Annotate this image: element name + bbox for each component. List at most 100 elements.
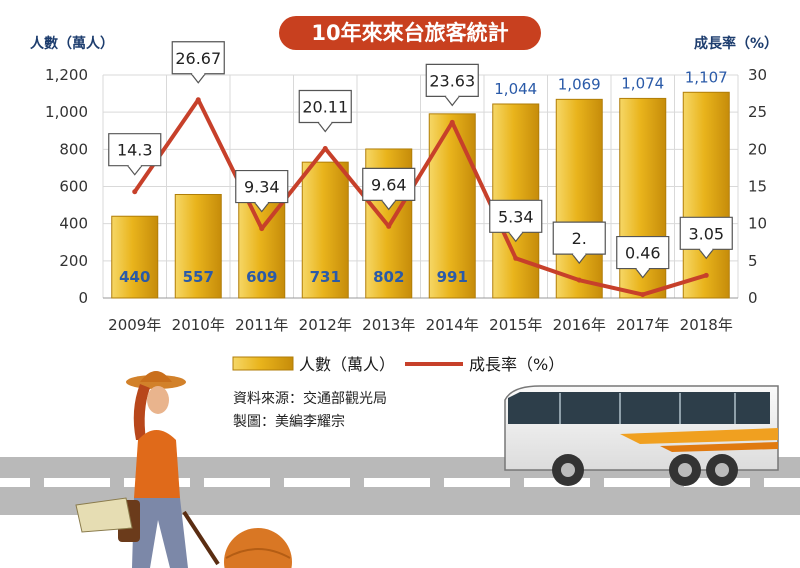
bar-value-label: 557 bbox=[183, 268, 214, 286]
x-tick-label: 2009年 bbox=[108, 316, 161, 334]
rate-value-label: 5.34 bbox=[498, 207, 534, 226]
callout-box bbox=[679, 216, 733, 250]
bar-value-label: 1,069 bbox=[558, 75, 601, 93]
callout-box bbox=[362, 167, 416, 201]
rate-value-label: 3.05 bbox=[688, 224, 724, 243]
y-left-tick-label: 1,000 bbox=[45, 103, 88, 121]
legend-bar-label: 人數（萬人） bbox=[299, 355, 395, 374]
rate-callout: 23.63 bbox=[425, 63, 479, 107]
credit-note: 製圖：美編李耀宗 bbox=[233, 414, 345, 430]
bar bbox=[301, 161, 349, 299]
rate-value-label: 20.11 bbox=[302, 98, 348, 117]
y-axis-right-ticks: 0 5 10 15 20 25 30 bbox=[748, 66, 767, 307]
source-note: 資料來源：交通部觀光局 bbox=[233, 390, 387, 407]
x-tick-label: 2015年 bbox=[489, 316, 542, 334]
y-axis-right-label: 成長率（%） bbox=[694, 35, 778, 52]
rate-callouts: 14.3 26.67 9.34 20.11 9.64 23.63 5.34 2. 0.46 3.0… bbox=[108, 41, 733, 279]
rate-point bbox=[576, 277, 582, 283]
rate-point bbox=[259, 226, 265, 232]
y-right-tick-label: 15 bbox=[748, 178, 767, 196]
rate-point bbox=[386, 223, 392, 229]
rate-point bbox=[703, 272, 709, 278]
callout-pointer bbox=[635, 268, 651, 279]
rate-point bbox=[640, 292, 646, 298]
rate-callout: 3.05 bbox=[679, 216, 733, 260]
rate-callout: 9.34 bbox=[235, 169, 289, 213]
y-axis-left-label: 人數（萬人） bbox=[30, 35, 114, 52]
callout-pointer bbox=[698, 248, 714, 260]
bar-series bbox=[111, 91, 730, 299]
x-axis-ticks: 2009年 2010年 2011年 2012年 2013年 2014年 2015年 2016年… bbox=[108, 316, 733, 334]
y-left-tick-label: 400 bbox=[59, 215, 88, 233]
bar bbox=[428, 113, 476, 299]
rate-point bbox=[195, 97, 201, 103]
rate-value-label: 14.3 bbox=[117, 141, 153, 160]
legend: 人數（萬人） 成長率（%） bbox=[232, 355, 564, 374]
callout-box bbox=[425, 63, 479, 97]
callout-box bbox=[171, 41, 225, 75]
bar bbox=[555, 98, 603, 299]
rate-value-label: 9.64 bbox=[371, 175, 407, 194]
callout-box bbox=[489, 199, 543, 233]
bar bbox=[682, 91, 730, 299]
y-right-tick-label: 30 bbox=[748, 66, 767, 84]
rate-value-label: 9.34 bbox=[244, 178, 280, 197]
rate-callout: 20.11 bbox=[298, 89, 352, 133]
bar-value-label: 1,107 bbox=[685, 68, 728, 86]
y-left-tick-label: 0 bbox=[78, 289, 88, 307]
callout-pointer bbox=[254, 202, 270, 213]
legend-bar-swatch bbox=[232, 356, 294, 371]
bar-value-label: 991 bbox=[437, 268, 468, 286]
rate-callout: 26.67 bbox=[171, 41, 225, 84]
callout-pointer bbox=[190, 73, 206, 84]
x-tick-label: 2010年 bbox=[172, 316, 225, 334]
x-tick-label: 2017年 bbox=[616, 316, 669, 334]
y-right-tick-label: 25 bbox=[748, 103, 767, 121]
bar-value-label: 1,074 bbox=[621, 74, 664, 92]
bus-illustration bbox=[504, 385, 779, 486]
y-right-tick-label: 5 bbox=[748, 252, 758, 270]
rate-callout: 9.64 bbox=[362, 167, 416, 211]
rate-callout: 0.46 bbox=[616, 235, 670, 279]
bar bbox=[111, 215, 159, 299]
y-left-tick-label: 200 bbox=[59, 252, 88, 270]
y-left-tick-label: 800 bbox=[59, 140, 88, 158]
bar-value-labels: 440 557 609 731 802 991 1,044 1,069 1,074 1,107 bbox=[119, 68, 728, 286]
rate-value-label: 26.67 bbox=[175, 49, 221, 68]
rate-line-series bbox=[132, 97, 709, 298]
chart-title: 10年來來台旅客統計 bbox=[279, 16, 541, 50]
y-left-tick-label: 600 bbox=[59, 178, 88, 196]
traveler-illustration bbox=[75, 371, 292, 568]
rate-value-label: 0.46 bbox=[625, 244, 661, 263]
callout-box bbox=[616, 235, 670, 270]
bar-value-label: 440 bbox=[119, 268, 150, 286]
rate-point bbox=[513, 255, 519, 261]
x-tick-label: 2016年 bbox=[553, 316, 606, 334]
rate-callout: 2. bbox=[552, 221, 606, 265]
y-right-tick-label: 10 bbox=[748, 215, 767, 233]
callout-pointer bbox=[571, 253, 587, 265]
y-left-tick-label: 1,200 bbox=[45, 66, 88, 84]
x-tick-label: 2014年 bbox=[426, 316, 479, 334]
bar-value-label: 731 bbox=[310, 268, 341, 286]
callout-pointer bbox=[444, 95, 460, 107]
callout-pointer bbox=[317, 122, 333, 133]
rate-point bbox=[322, 146, 328, 152]
rate-callout: 5.34 bbox=[489, 199, 543, 243]
bar-value-label: 802 bbox=[373, 268, 404, 286]
callout-box bbox=[108, 133, 162, 167]
rate-value-label: 23.63 bbox=[429, 71, 475, 90]
rate-point bbox=[132, 189, 138, 195]
y-right-tick-label: 0 bbox=[748, 289, 758, 307]
callout-pointer bbox=[127, 165, 143, 176]
rate-point bbox=[449, 119, 455, 125]
bar-value-label: 609 bbox=[246, 268, 277, 286]
rate-value-label: 2. bbox=[572, 229, 587, 248]
x-tick-label: 2011年 bbox=[235, 316, 288, 334]
y-right-tick-label: 20 bbox=[748, 140, 767, 158]
callout-box bbox=[552, 221, 606, 255]
x-tick-label: 2012年 bbox=[299, 316, 352, 334]
bar bbox=[174, 193, 222, 299]
bar-value-label: 1,044 bbox=[494, 80, 537, 98]
